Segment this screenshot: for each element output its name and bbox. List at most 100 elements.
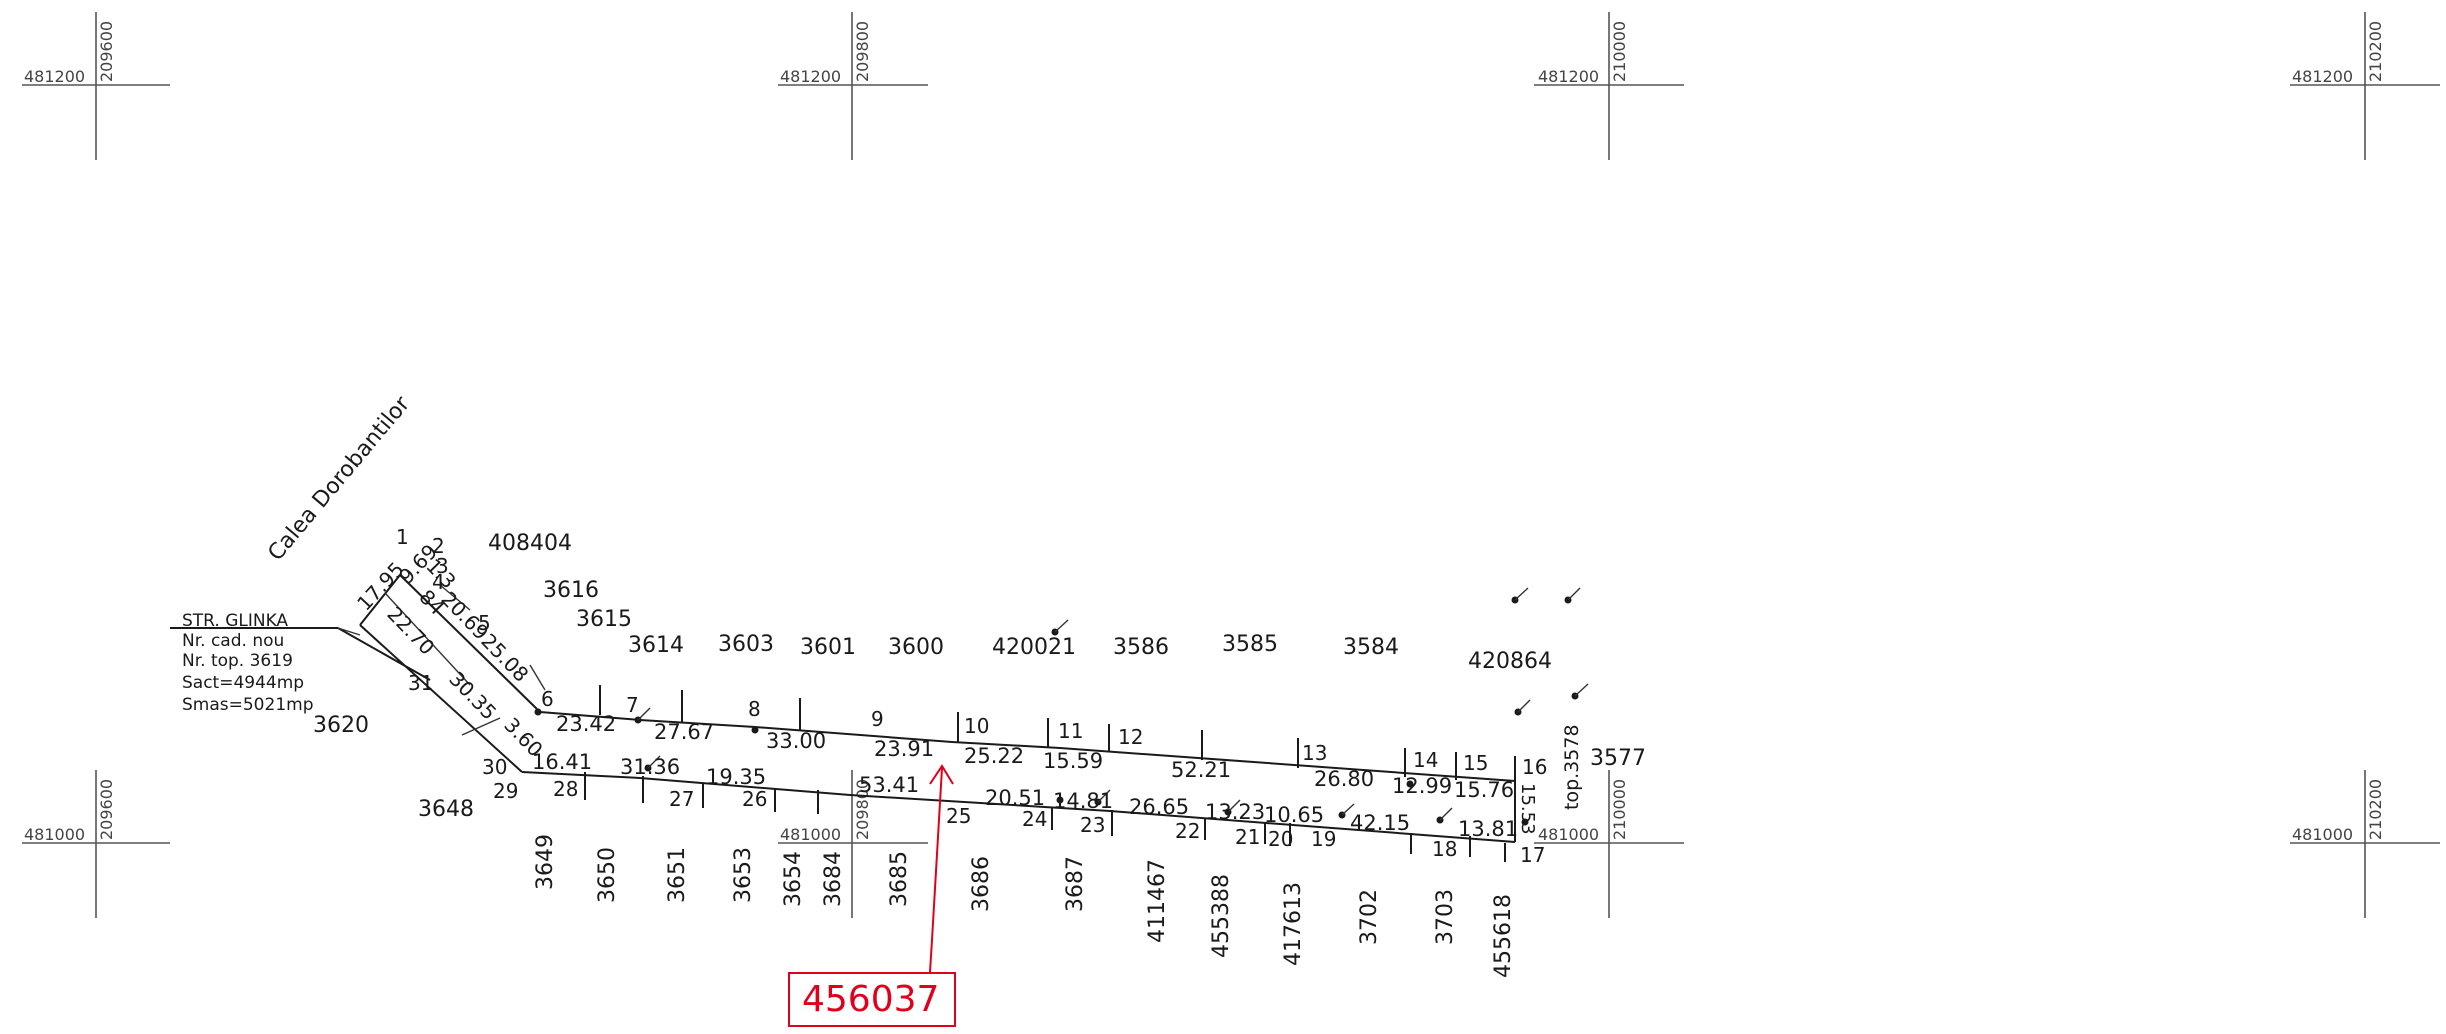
parcel-info-smas: Smas=5021mp [182, 695, 313, 715]
distance-label: 26.80 [1314, 767, 1374, 791]
neighbor-label: 3620 [313, 713, 369, 738]
grid-y-label: 209800 [853, 21, 872, 82]
point-number: 25 [946, 804, 971, 828]
distance-label: 13.23 [1205, 800, 1265, 824]
point-number: 14 [1413, 748, 1438, 772]
neighbor-label: 3603 [718, 632, 774, 657]
point-number: 27 [669, 787, 694, 811]
point-number: 2 [432, 534, 445, 558]
point-number: 21 [1235, 825, 1260, 849]
distance-label: 12.99 [1392, 774, 1452, 798]
neighbor-label: 3703 [1433, 889, 1458, 945]
distance-label: 15.59 [1043, 749, 1103, 773]
grid-cross-top-1: 481200 209600 [22, 12, 170, 160]
point-number: 31 [408, 671, 433, 695]
grid-cross-bottom-1: 481000 209600 [22, 770, 170, 918]
grid-cross-top-4: 481200 210200 [2290, 12, 2440, 160]
distance-labels: 17.95 9.69 1.3 84 20.69 25.08 22.70 30.3… [352, 539, 1538, 841]
callout-arrow-head [929, 764, 954, 785]
neighbor-label: 455388 [1209, 874, 1234, 958]
street-lines [170, 627, 431, 681]
distance-label: 23.91 [874, 737, 934, 761]
grid-x-label: 481000 [1538, 825, 1599, 844]
distance-label: 16.41 [532, 750, 592, 774]
grid-cross-top-3: 481200 210000 [1534, 12, 1684, 160]
neighbor-label: 420864 [1468, 649, 1552, 674]
distance-label: 30.35 [444, 667, 501, 725]
grid-y-label: 210200 [2366, 779, 2385, 840]
grid-cross-bottom-4: 481000 210200 [2290, 770, 2440, 918]
parcel-info-top: Nr. top. 3619 [182, 651, 293, 671]
point-number: 11 [1058, 719, 1083, 743]
point-number: 10 [964, 714, 989, 738]
callout-leader-line [929, 767, 943, 973]
neighbor-label: 3615 [576, 607, 632, 632]
neighbor-label: 3685 [887, 851, 912, 907]
distance-label: 31.36 [620, 755, 680, 779]
grid-y-label: 209600 [97, 779, 116, 840]
grid-y-label: 209800 [853, 779, 872, 840]
point-number: 12 [1118, 725, 1143, 749]
point-number: 3 [436, 554, 449, 578]
point-number: 28 [553, 777, 578, 801]
neighbor-label: 3687 [1063, 856, 1088, 912]
point-numbers: 1 2 3 4 5 6 7 8 9 10 11 12 13 14 15 16 1… [396, 525, 1547, 867]
point-number: 4 [432, 570, 445, 594]
grid-x-label: 481200 [1538, 67, 1599, 86]
street-label-calea-dorobantilor: Calea Dorobantilor [263, 391, 415, 566]
neighbor-label: 455618 [1491, 894, 1516, 978]
grid-x-label: 481000 [780, 825, 841, 844]
grid-y-label: 210000 [1610, 21, 1629, 82]
point-number: 7 [626, 693, 639, 717]
neighbor-label: 3614 [628, 633, 684, 658]
neighbor-label: 3577 [1590, 746, 1646, 771]
callout-label: 456037 [802, 979, 939, 1020]
neighbor-label: 411467 [1145, 859, 1170, 943]
point-number: 5 [478, 611, 491, 635]
grid-x-label: 481200 [24, 67, 85, 86]
neighbor-label: 3648 [418, 797, 474, 822]
neighbor-label: 3650 [595, 847, 620, 903]
neighbor-label: 420021 [992, 635, 1076, 660]
street-label-glinka: STR. GLINKA [182, 611, 288, 631]
point-number: 22 [1175, 819, 1200, 843]
distance-label: 14.81 [1053, 789, 1113, 813]
distance-label: 42.15 [1350, 811, 1410, 835]
neighbor-labels: 408404 3616 3615 3614 3603 3601 3600 420… [313, 531, 1646, 978]
neighbor-label: 3686 [969, 856, 994, 912]
neighbor-label: 3601 [800, 635, 856, 660]
neighbor-label: 3702 [1357, 889, 1382, 945]
parcel-info-cad: Nr. cad. nou [182, 631, 284, 651]
neighbor-label: 3649 [533, 834, 558, 890]
distance-label: 13.81 [1458, 817, 1518, 841]
point-number: 17 [1520, 843, 1545, 867]
neighbor-label: 3616 [543, 578, 599, 603]
distance-label: 26.65 [1129, 795, 1189, 819]
neighbor-label: top.3578 [1561, 724, 1583, 810]
neighbor-label: 3585 [1222, 632, 1278, 657]
survey-markers [534, 587, 1589, 826]
point-number: 30 [482, 755, 507, 779]
neighbor-label: 417613 [1281, 882, 1306, 966]
distance-label: 33.00 [766, 729, 826, 753]
distance-label: 23.42 [556, 712, 616, 736]
distance-label: 25.22 [964, 744, 1024, 768]
point-number: 29 [493, 779, 518, 803]
point-number: 6 [541, 687, 554, 711]
grid-y-label: 210200 [2366, 21, 2385, 82]
highlight-callout[interactable]: 456037 [788, 764, 956, 1027]
point-number: 1 [396, 525, 409, 549]
distance-label: 52.21 [1171, 758, 1231, 782]
neighbor-label: 408404 [488, 531, 572, 556]
neighbor-label: 3653 [731, 847, 756, 903]
grid-x-label: 481200 [780, 67, 841, 86]
point-number: 8 [748, 697, 761, 721]
neighbor-label: 3600 [888, 635, 944, 660]
point-number: 23 [1080, 813, 1105, 837]
point-number: 18 [1432, 837, 1457, 861]
neighbor-label: 3586 [1113, 635, 1169, 660]
grid-x-label: 481000 [2292, 825, 2353, 844]
grid-y-label: 209600 [97, 21, 116, 82]
point-number: 20 [1268, 827, 1293, 851]
